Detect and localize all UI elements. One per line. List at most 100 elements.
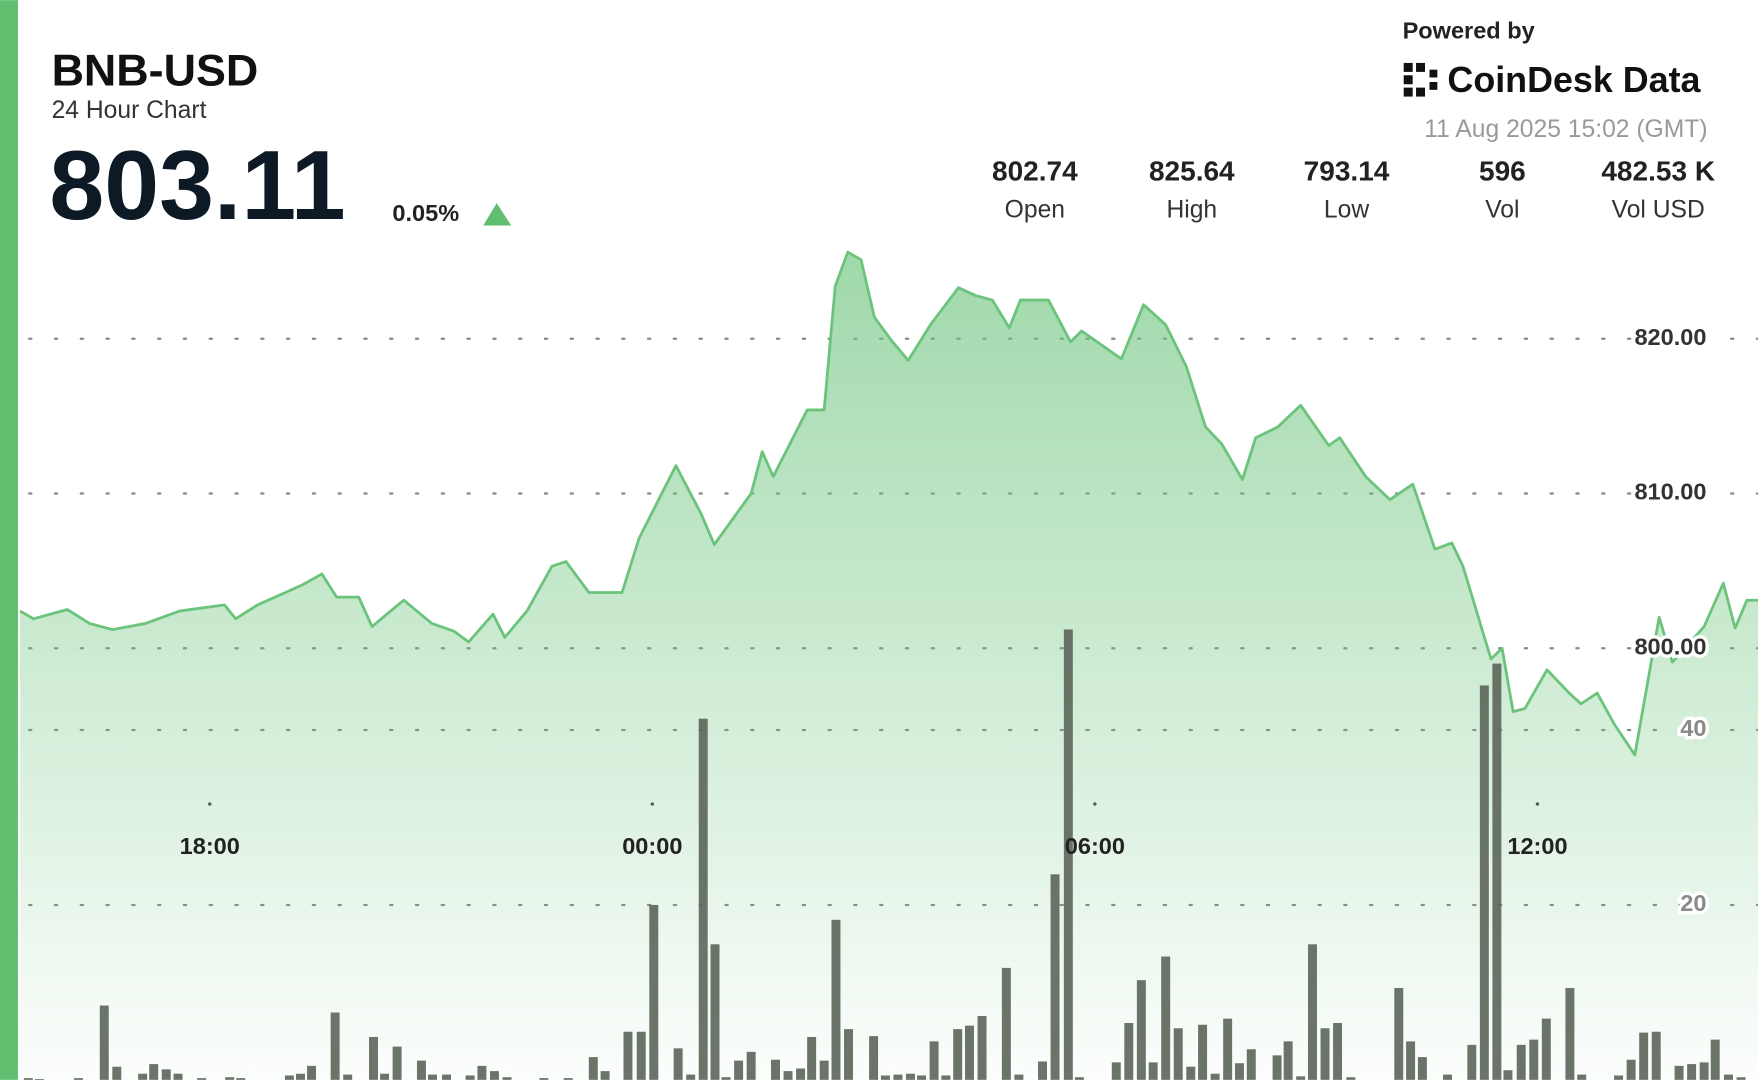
volume-bar xyxy=(236,1078,246,1080)
volume-bar xyxy=(34,1078,44,1080)
volume-bar xyxy=(1699,1062,1709,1080)
volume-bar xyxy=(1442,1074,1452,1080)
volume-bar xyxy=(977,1016,987,1080)
volume-bar xyxy=(686,1074,696,1080)
volume-bar xyxy=(673,1048,683,1080)
volume-bar xyxy=(1687,1064,1697,1080)
volume-bar xyxy=(1014,1074,1024,1080)
volume-bar xyxy=(844,1029,854,1080)
current-price: 803.11 xyxy=(49,130,345,240)
price-change: 0.05% xyxy=(392,200,459,226)
stat-value: 793.14 xyxy=(1304,156,1390,187)
volume-bar xyxy=(465,1075,475,1080)
volume-bar xyxy=(1639,1032,1649,1080)
stat-label: High xyxy=(1166,197,1217,224)
volume-bar xyxy=(623,1031,633,1080)
volume-bar xyxy=(1161,956,1171,1080)
y-tick-label: 800.00 xyxy=(1634,633,1706,659)
price-area xyxy=(20,252,1758,1080)
accent-bar xyxy=(0,0,18,1080)
volume-bar xyxy=(1529,1039,1539,1080)
volume-bar xyxy=(99,1005,109,1080)
volume-bar xyxy=(600,1071,610,1080)
volume-bar xyxy=(1050,874,1060,1080)
volume-bar xyxy=(917,1075,927,1080)
volume-bar xyxy=(721,1077,731,1080)
volume-bar xyxy=(869,1036,879,1080)
y2-tick-label: 40 xyxy=(1680,715,1706,741)
stat-value: 825.64 xyxy=(1149,156,1235,187)
volume-bar xyxy=(1394,988,1404,1080)
volume-bar xyxy=(1111,1062,1121,1080)
volume-bar xyxy=(807,1036,817,1080)
brand-logo xyxy=(1403,62,1438,97)
volume-bar xyxy=(953,1029,963,1080)
stat-label: Low xyxy=(1324,197,1369,224)
plot-area: 800.00 810.00 820.00 20 40 18:00 00:00 06:00 12:… xyxy=(19,250,1758,1080)
stat-label: Vol xyxy=(1485,197,1519,224)
volume-bar xyxy=(796,1068,806,1080)
volume-bar xyxy=(343,1074,353,1080)
volume-bar xyxy=(197,1078,207,1080)
x-tick-mark xyxy=(1535,802,1540,806)
volume-bar xyxy=(965,1025,974,1080)
volume-bar xyxy=(905,1073,915,1080)
volume-bar xyxy=(428,1074,437,1080)
y-tick-label: 810.00 xyxy=(1634,479,1706,505)
volume-bar xyxy=(1320,1028,1330,1080)
volume-bar xyxy=(369,1036,378,1080)
volume-bar xyxy=(330,1012,340,1080)
volume-bar xyxy=(1724,1074,1733,1080)
volume-bar xyxy=(380,1073,390,1080)
volume-bar xyxy=(563,1078,573,1080)
volume-bar xyxy=(1651,1031,1661,1080)
volume-bar xyxy=(771,1059,780,1080)
volume-bar xyxy=(1198,1024,1208,1080)
volume-bar xyxy=(1626,1059,1636,1080)
volume-bar xyxy=(1272,1055,1282,1080)
brand-name: CoinDesk Data xyxy=(1447,60,1701,100)
volume-bar xyxy=(1406,1041,1416,1080)
volume-bar xyxy=(734,1060,744,1080)
volume-bar xyxy=(173,1073,183,1080)
volume-bar xyxy=(392,1046,402,1080)
volume-bar xyxy=(1234,1063,1244,1080)
volume-bar xyxy=(1346,1077,1356,1080)
volume-bar xyxy=(831,919,841,1080)
volume-bar xyxy=(929,1041,939,1080)
y-tick-label: 820.00 xyxy=(1634,324,1706,350)
volume-bar xyxy=(138,1073,148,1080)
volume-bar xyxy=(307,1065,317,1080)
volume-bar xyxy=(1063,629,1073,1080)
volume-bar xyxy=(489,1071,499,1080)
volume-bar xyxy=(1001,967,1011,1080)
volume-bar xyxy=(1614,1075,1624,1080)
volume-bar xyxy=(1479,685,1489,1080)
volume-bar xyxy=(442,1074,452,1080)
volume-bar xyxy=(1516,1044,1526,1080)
volume-bar xyxy=(1417,1057,1427,1080)
volume-bar xyxy=(1710,1039,1720,1080)
volume-bar xyxy=(1124,1023,1134,1080)
stat-value: 596 xyxy=(1479,156,1526,187)
volume-bar xyxy=(1467,1044,1477,1080)
volume-bar xyxy=(819,1060,829,1080)
volume-bar xyxy=(1173,1028,1183,1080)
volume-bar xyxy=(710,944,720,1080)
volume-bar xyxy=(1148,1062,1158,1080)
volume-bar xyxy=(1577,1074,1587,1080)
volume-bar xyxy=(1246,1049,1256,1080)
subtitle: 24 Hour Chart xyxy=(52,97,207,124)
ticker-title: BNB-USD xyxy=(52,44,259,95)
stat-label: Vol USD xyxy=(1612,197,1705,224)
volume-bar xyxy=(161,1069,171,1080)
volume-bar xyxy=(880,1075,890,1080)
volume-bar xyxy=(1492,663,1502,1080)
volume-bar xyxy=(1283,1041,1293,1080)
timestamp: 11 Aug 2025 15:02 (GMT) xyxy=(1424,116,1707,143)
volume-bar xyxy=(149,1064,159,1080)
volume-bar xyxy=(698,718,708,1080)
volume-bar xyxy=(1186,1066,1196,1080)
